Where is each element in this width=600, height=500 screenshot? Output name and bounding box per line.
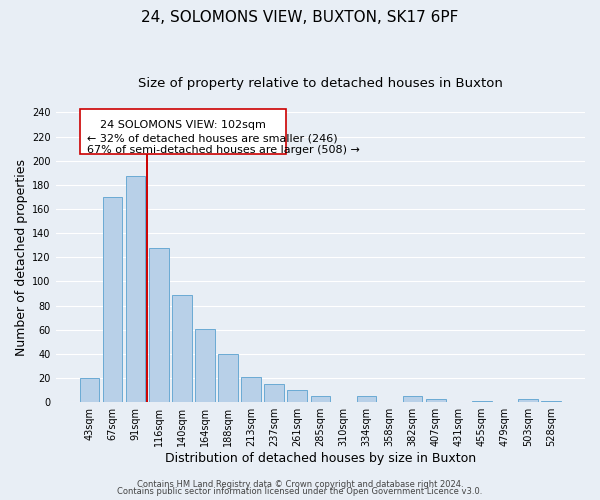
Text: 67% of semi-detached houses are larger (508) →: 67% of semi-detached houses are larger (… (87, 145, 360, 155)
Text: 24 SOLOMONS VIEW: 102sqm: 24 SOLOMONS VIEW: 102sqm (100, 120, 266, 130)
FancyBboxPatch shape (80, 109, 286, 154)
Text: ← 32% of detached houses are smaller (246): ← 32% of detached houses are smaller (24… (87, 133, 338, 143)
Bar (426, 398, 446, 402)
Bar (195, 328, 215, 402)
Title: Size of property relative to detached houses in Buxton: Size of property relative to detached ho… (138, 78, 503, 90)
Bar (149, 248, 169, 402)
Bar (103, 197, 122, 402)
Bar (265, 384, 284, 402)
Bar (518, 398, 538, 402)
Bar (311, 396, 330, 402)
Text: Contains HM Land Registry data © Crown copyright and database right 2024.: Contains HM Land Registry data © Crown c… (137, 480, 463, 489)
X-axis label: Distribution of detached houses by size in Buxton: Distribution of detached houses by size … (165, 452, 476, 465)
Text: Contains public sector information licensed under the Open Government Licence v3: Contains public sector information licen… (118, 488, 482, 496)
Bar (287, 390, 307, 402)
Text: 24, SOLOMONS VIEW, BUXTON, SK17 6PF: 24, SOLOMONS VIEW, BUXTON, SK17 6PF (142, 10, 458, 25)
Bar (356, 396, 376, 402)
Bar (218, 354, 238, 402)
Bar (403, 396, 422, 402)
Bar (126, 176, 145, 402)
Bar (80, 378, 100, 402)
Bar (472, 401, 491, 402)
Y-axis label: Number of detached properties: Number of detached properties (15, 159, 28, 356)
Bar (541, 401, 561, 402)
Bar (241, 377, 261, 402)
Bar (172, 295, 191, 402)
